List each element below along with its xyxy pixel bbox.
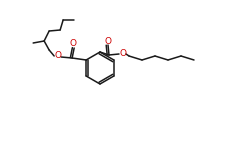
Text: O: O — [120, 50, 127, 58]
Text: O: O — [70, 39, 77, 48]
Text: O: O — [54, 51, 61, 60]
Text: O: O — [105, 36, 112, 45]
